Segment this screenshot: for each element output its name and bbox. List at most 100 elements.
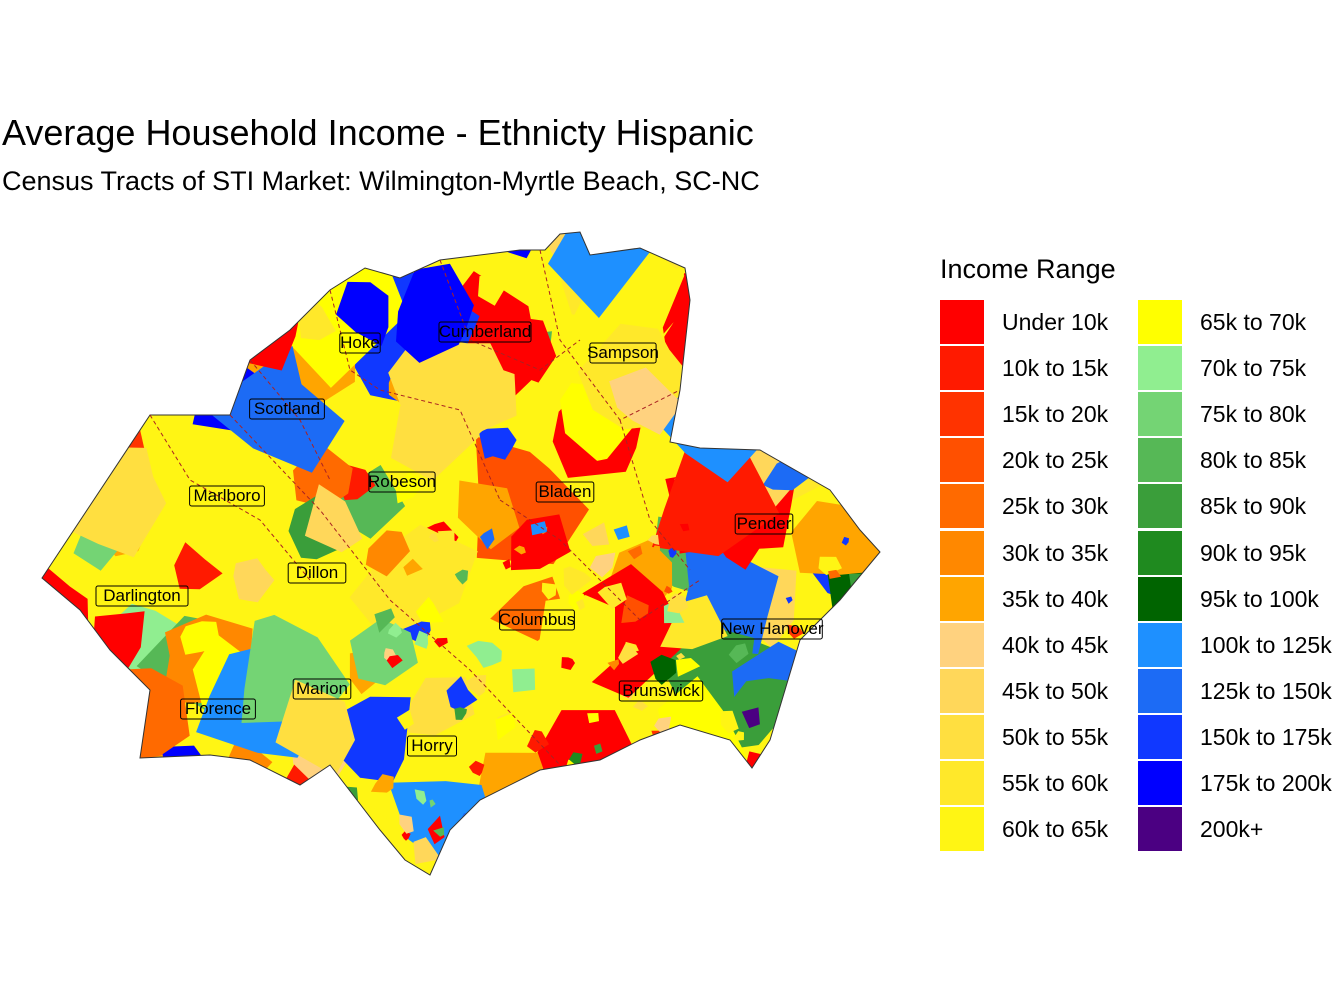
legend-label: 65k to 70k bbox=[1200, 309, 1307, 335]
county-label: Sampson bbox=[587, 342, 659, 364]
legend-item: 150k to 175k bbox=[1138, 714, 1344, 759]
legend-label: 75k to 80k bbox=[1200, 401, 1307, 428]
svg-text:Pender: Pender bbox=[737, 514, 792, 533]
legend-label: 70k to 75k bbox=[1200, 355, 1307, 382]
legend-swatch bbox=[1138, 438, 1182, 483]
legend-swatch bbox=[1138, 484, 1182, 529]
legend-label: 175k to 200k bbox=[1200, 770, 1332, 796]
legend-item: 100k to 125k bbox=[1138, 622, 1344, 667]
svg-text:Dillon: Dillon bbox=[296, 563, 339, 582]
legend-item: 85k to 90k bbox=[1138, 484, 1344, 529]
county-label: Columbus bbox=[499, 609, 576, 631]
legend-swatch bbox=[940, 714, 984, 759]
legend-item: 65k to 70k bbox=[1138, 300, 1344, 344]
legend-swatch bbox=[940, 484, 984, 529]
svg-text:Florence: Florence bbox=[185, 699, 251, 718]
legend-item: 35k to 40k bbox=[940, 576, 1160, 621]
legend-label: 90k to 95k bbox=[1200, 539, 1307, 566]
legend-item: 10k to 15k bbox=[940, 346, 1160, 391]
county-label: Cumberland bbox=[438, 321, 532, 343]
county-label: Robeson bbox=[368, 471, 436, 493]
legend-title: Income Range bbox=[940, 254, 1116, 284]
legend-swatch bbox=[940, 438, 984, 483]
legend-swatch bbox=[940, 761, 984, 805]
legend-item: 25k to 30k bbox=[940, 484, 1160, 529]
legend-swatch bbox=[1138, 300, 1182, 344]
legend-swatch bbox=[1138, 530, 1182, 575]
legend-label: 125k to 150k bbox=[1200, 677, 1332, 704]
legend-label: 95k to 100k bbox=[1200, 585, 1319, 612]
svg-text:Hoke: Hoke bbox=[340, 333, 380, 352]
county-label: Florence bbox=[180, 698, 256, 720]
svg-text:Cumberland: Cumberland bbox=[439, 322, 532, 341]
svg-text:Sampson: Sampson bbox=[587, 343, 659, 362]
legend-item: 55k to 60k bbox=[940, 761, 1160, 805]
svg-text:Columbus: Columbus bbox=[499, 610, 576, 629]
county-label: Marlboro bbox=[189, 485, 265, 507]
svg-text:Brunswick: Brunswick bbox=[622, 681, 700, 700]
legend-label: Under 10k bbox=[1002, 309, 1109, 335]
legend-item: Under 10k bbox=[940, 300, 1160, 344]
svg-text:Darlington: Darlington bbox=[103, 586, 181, 605]
county-labels: Hoke Cumberland Sampson Scotland Robeson Blad… bbox=[95, 321, 824, 757]
legend-swatch bbox=[1138, 622, 1182, 667]
legend-item: 40k to 45k bbox=[940, 622, 1160, 667]
legend-label: 15k to 20k bbox=[1002, 401, 1109, 428]
legend-swatch bbox=[1138, 576, 1182, 621]
legend-label: 20k to 25k bbox=[1002, 447, 1109, 474]
legend-label: 85k to 90k bbox=[1200, 493, 1307, 520]
county-label: Pender bbox=[734, 513, 794, 535]
county-label: Scotland bbox=[249, 398, 325, 420]
legend-item: 95k to 100k bbox=[1138, 576, 1344, 621]
county-label: New Hanover bbox=[721, 618, 824, 640]
legend-swatch bbox=[1138, 761, 1182, 805]
legend-label: 100k to 125k bbox=[1200, 631, 1332, 658]
legend-label: 10k to 15k bbox=[1002, 355, 1109, 382]
legend-item: 60k to 65k bbox=[940, 807, 1160, 852]
svg-text:New Hanover: New Hanover bbox=[721, 619, 824, 638]
county-label: Hoke bbox=[339, 332, 381, 354]
region-outline bbox=[41, 231, 881, 876]
legend-swatch bbox=[940, 392, 984, 437]
choropleth-map: Hoke Cumberland Sampson Scotland Robeson Blad… bbox=[0, 220, 900, 900]
legend-swatch bbox=[940, 300, 984, 344]
legend-swatch bbox=[1138, 668, 1182, 713]
legend-label: 40k to 45k bbox=[1002, 631, 1109, 658]
svg-text:Marion: Marion bbox=[296, 679, 348, 698]
legend-label: 35k to 40k bbox=[1002, 585, 1109, 612]
legend-swatch bbox=[940, 807, 984, 852]
legend-item: 20k to 25k bbox=[940, 438, 1160, 483]
legend-item: 50k to 55k bbox=[940, 714, 1160, 759]
county-label: Dillon bbox=[287, 562, 347, 584]
legend-item: 70k to 75k bbox=[1138, 346, 1344, 391]
county-boundaries bbox=[149, 249, 701, 766]
legend-item: 200k+ bbox=[1138, 807, 1344, 852]
county-label: Horry bbox=[407, 735, 457, 757]
legend-item: 15k to 20k bbox=[940, 392, 1160, 437]
legend-swatch bbox=[940, 668, 984, 713]
legend-label: 80k to 85k bbox=[1200, 447, 1307, 474]
legend-item: 75k to 80k bbox=[1138, 392, 1344, 437]
legend-swatch bbox=[1138, 346, 1182, 391]
legend-item: 175k to 200k bbox=[1138, 761, 1344, 805]
svg-text:Marlboro: Marlboro bbox=[193, 486, 260, 505]
legend-label: 60k to 65k bbox=[1002, 816, 1109, 843]
svg-text:Robeson: Robeson bbox=[368, 472, 436, 491]
legend-label: 55k to 60k bbox=[1002, 770, 1109, 796]
county-label: Marion bbox=[292, 678, 352, 700]
legend-label: 30k to 35k bbox=[1002, 539, 1109, 566]
map-title: Average Household Income - Ethnicty Hisp… bbox=[2, 112, 754, 153]
county-label: Brunswick bbox=[618, 680, 704, 702]
county-label: Darlington bbox=[95, 585, 189, 607]
legend-label: 150k to 175k bbox=[1200, 723, 1332, 750]
map-subtitle: Census Tracts of STI Market: Wilmington-… bbox=[2, 166, 760, 196]
legend-swatch bbox=[1138, 807, 1182, 852]
legend-swatch bbox=[1138, 392, 1182, 437]
legend-item: 30k to 35k bbox=[940, 530, 1160, 575]
legend-item: 80k to 85k bbox=[1138, 438, 1344, 483]
legend-swatch bbox=[940, 346, 984, 391]
legend-swatch bbox=[940, 576, 984, 621]
county-label: Bladen bbox=[535, 481, 595, 503]
legend-label: 25k to 30k bbox=[1002, 493, 1109, 520]
legend-item: 45k to 50k bbox=[940, 668, 1160, 713]
